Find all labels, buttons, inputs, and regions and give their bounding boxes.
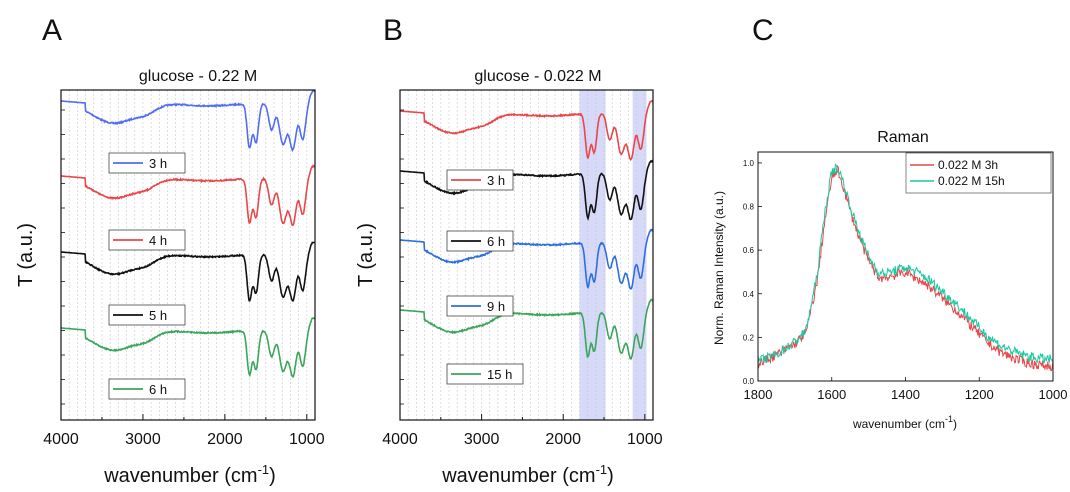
panel-b-ticks: 4000 3000 2000 1000 [382, 109, 663, 448]
x-tick-label: 2000 [207, 431, 243, 448]
series-line-5h [61, 241, 315, 302]
series-line-4h [61, 164, 315, 227]
y-tick-label: 0.6 [743, 246, 755, 255]
legend-box [108, 229, 186, 251]
raman-series-line [757, 164, 1054, 372]
x-tick-label: 1000 [627, 431, 663, 448]
panel-c-plot: 1800 1600 1400 1200 1000 0.0 0.2 0.4 0.6 0.8 1.0 0… [743, 151, 1068, 402]
x-tick-label: 1000 [1039, 387, 1068, 402]
y-tick-label: 0.8 [743, 203, 755, 212]
panel-b-plot: 4000 3000 2000 1000 3 h 6 h 9 h 15 h [382, 89, 663, 448]
x-tick-label: 3000 [125, 431, 161, 448]
legend-label: 0.022 M 15h [938, 174, 1005, 188]
x-tick-label: 3000 [464, 431, 500, 448]
x-tick-label: 4000 [382, 431, 418, 448]
legend-label: 15 h [487, 367, 512, 382]
y-tick-label: 1.0 [743, 159, 755, 168]
panel-a-legend: 3 h 4 h 5 h 6 h [108, 152, 186, 400]
series-line-6h [61, 317, 316, 379]
legend-label: 0.022 M 3h [938, 158, 998, 172]
legend-box [108, 378, 186, 400]
x-tick-label: 1800 [744, 387, 773, 402]
x-tick-label: 1000 [289, 431, 325, 448]
legend-label: 5 h [149, 308, 167, 323]
legend-box [108, 152, 186, 174]
series-line-9h [400, 228, 653, 290]
panel-b-frame [399, 89, 654, 421]
raman-series-line [757, 163, 1054, 365]
legend-label: 3 h [149, 156, 167, 171]
panel-b-grid [407, 90, 646, 420]
panel-letter-c: C [752, 14, 774, 47]
panel-c-legend: 0.022 M 3h 0.022 M 15h [905, 152, 1052, 194]
y-tick-label: 0.4 [743, 290, 755, 299]
panel-a-plot: 4000 3000 2000 1000 3 h 4 h 5 h 6 h [43, 89, 325, 448]
panel-a-lines [61, 90, 316, 379]
panel-b-ylabel: T (a.u.) [355, 223, 377, 287]
panel-b-legend: 3 h 6 h 9 h 15 h [446, 169, 524, 385]
panel-letter-a: A [42, 14, 62, 47]
legend-label: 6 h [487, 234, 505, 249]
legend-label: 9 h [487, 299, 505, 314]
y-tick-label: 0.2 [743, 333, 755, 342]
series-line-3h [61, 90, 316, 152]
panel-c-xlabel: wavenumber (cm-1) [852, 414, 957, 431]
raman-legend-box [905, 152, 1052, 194]
panel-a-ticks: 4000 3000 2000 1000 [43, 109, 325, 448]
panel-c-ticks: 1800 1600 1400 1200 1000 0.0 0.2 0.4 0.6 0.8 1.0 [743, 159, 1068, 402]
panel-a-title: glucose - 0.22 M [139, 68, 257, 85]
legend-label: 3 h [487, 173, 505, 188]
panel-c-lines [757, 163, 1054, 372]
panel-c-ylabel: Norm. Raman Intensity (a.u.) [712, 191, 726, 345]
panel-c-title: Raman [877, 129, 929, 146]
panel-a-ylabel: T (a.u.) [15, 223, 37, 287]
panel-b-title: glucose - 0.022 M [474, 68, 601, 85]
legend-label: 4 h [149, 233, 167, 248]
x-tick-label: 2000 [545, 431, 581, 448]
x-tick-label: 1600 [817, 387, 846, 402]
series-line-15h [400, 298, 654, 360]
panel-a-xlabel: wavenumber (cm-1) [103, 462, 276, 487]
x-tick-label: 1400 [891, 387, 920, 402]
x-tick-label: 1200 [965, 387, 994, 402]
legend-label: 6 h [149, 382, 167, 397]
y-tick-label: 0.0 [743, 377, 755, 386]
legend-box [108, 304, 186, 326]
legend-box [446, 363, 524, 385]
panel-letter-b: B [383, 14, 403, 47]
panel-b-lines [400, 99, 654, 360]
panel-a-frame [60, 89, 316, 421]
x-tick-label: 4000 [43, 431, 79, 448]
series-line-3h [400, 99, 654, 162]
panel-b-xlabel: wavenumber (cm-1) [441, 462, 614, 487]
series-line-6h [400, 159, 654, 221]
